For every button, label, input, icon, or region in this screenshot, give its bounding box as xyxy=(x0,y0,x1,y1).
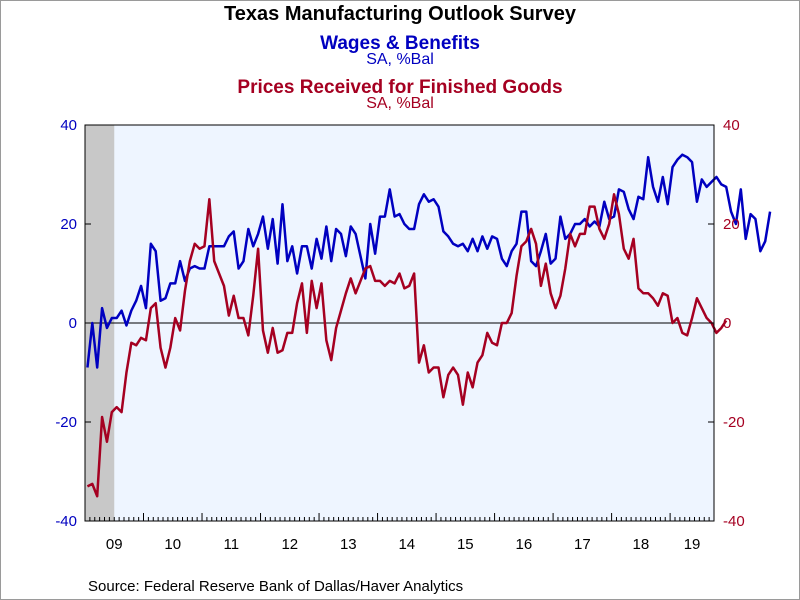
chart-title: Texas Manufacturing Outlook Survey xyxy=(224,3,576,25)
series2-title: Prices Received for Finished Goods xyxy=(237,77,563,98)
series-line-1 xyxy=(86,153,772,369)
x-axis-tick-label: 16 xyxy=(515,536,532,553)
right-axis-tick-label: 40 xyxy=(723,117,740,134)
right-axis-tick-label: -40 xyxy=(723,513,745,530)
left-axis-tick-label: 40 xyxy=(60,117,77,134)
source-note: Source: Federal Reserve Bank of Dallas/H… xyxy=(88,578,464,595)
series1-title: Wages & Benefits xyxy=(320,33,480,54)
x-axis-tick-label: 12 xyxy=(281,536,298,553)
left-axis-tick-label: 0 xyxy=(69,315,77,332)
series2-units: SA, %Bal xyxy=(366,95,434,112)
right-axis-tick-label: 20 xyxy=(723,216,740,233)
left-axis-tick-label: -40 xyxy=(55,513,77,530)
x-axis-tick-label: 13 xyxy=(340,536,357,553)
series-line-2 xyxy=(86,193,728,498)
x-axis-tick-label: 11 xyxy=(223,536,239,553)
left-axis-tick-label: 20 xyxy=(60,216,77,233)
right-axis-tick-label: 0 xyxy=(723,315,731,332)
right-axis-tick-label: -20 xyxy=(723,414,745,431)
series1-units: SA, %Bal xyxy=(366,51,434,68)
x-axis-tick-label: 17 xyxy=(574,536,591,553)
x-axis-tick-label: 10 xyxy=(164,536,181,553)
x-axis-tick-label: 19 xyxy=(684,536,701,553)
x-axis-tick-label: 15 xyxy=(457,536,474,553)
x-axis-tick-label: 14 xyxy=(398,536,415,553)
x-axis-tick-label: 09 xyxy=(106,536,123,553)
x-axis-tick-label: 18 xyxy=(633,536,650,553)
left-axis-tick-label: -20 xyxy=(55,414,77,431)
